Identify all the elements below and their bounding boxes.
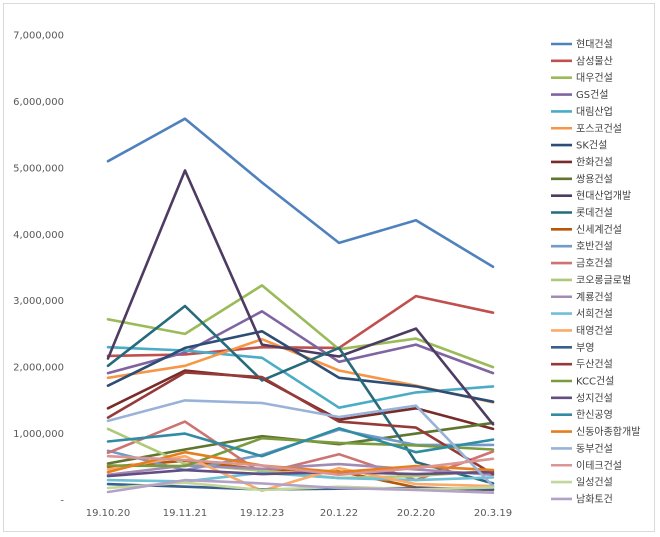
y-tick-label: 2,000,000 bbox=[13, 363, 64, 374]
y-tick-label: 3,000,000 bbox=[13, 296, 64, 307]
series-line-20 bbox=[106, 371, 495, 476]
legend-label: 한신공영 bbox=[576, 409, 613, 421]
legend-label: 현대건설 bbox=[576, 39, 613, 51]
legend-label: 포스코건설 bbox=[576, 123, 622, 135]
legend-label: 서희건설 bbox=[576, 308, 613, 320]
legend-label: GS건설 bbox=[576, 89, 609, 101]
series-line-25 bbox=[106, 399, 495, 488]
x-tick-label: 19.12.23 bbox=[240, 508, 285, 519]
legend-label: 한화건설 bbox=[576, 156, 613, 168]
y-tick-label: 4,000,000 bbox=[13, 230, 64, 241]
legend-label: 삼성물산 bbox=[576, 55, 613, 67]
legend-label: 부영 bbox=[576, 342, 594, 354]
legend-label: KCC건설 bbox=[576, 376, 614, 388]
legend-label: 성지건설 bbox=[576, 392, 613, 404]
y-tick-label: 1,000,000 bbox=[13, 429, 64, 440]
x-tick-label: 20.1.22 bbox=[320, 508, 358, 519]
series-line-28 bbox=[106, 478, 495, 495]
series-line-1 bbox=[106, 117, 495, 269]
series-line-26 bbox=[106, 454, 495, 477]
legend-label: 금호건설 bbox=[576, 258, 613, 270]
legend-label: 대우건설 bbox=[576, 72, 613, 84]
plot-area bbox=[106, 117, 495, 495]
legend-label: SK건설 bbox=[576, 140, 607, 152]
legend-label: 일성건설 bbox=[576, 477, 613, 489]
legend-label: 이테크건설 bbox=[576, 460, 622, 472]
legend-label: 대림산업 bbox=[576, 105, 613, 118]
legend-label: 동부건설 bbox=[576, 443, 613, 455]
series-line-21 bbox=[106, 436, 495, 468]
legend-label: 코오롱글로벌 bbox=[576, 274, 631, 286]
legend-label: 신동아종합개발 bbox=[576, 426, 640, 438]
x-tick-label: 20.2.20 bbox=[397, 508, 435, 519]
legend-label: 두산건설 bbox=[576, 359, 613, 371]
x-tick-label: 19.10.20 bbox=[86, 508, 131, 519]
legend-label: 호반건설 bbox=[576, 241, 613, 253]
x-axis: 19.10.20 19.11.21 19.12.23 20.1.22 20.2.20 20… bbox=[86, 508, 512, 519]
series-line-7 bbox=[106, 329, 495, 404]
y-tick-label: - bbox=[60, 496, 64, 507]
legend-label: 롯데건설 bbox=[576, 207, 613, 219]
series-line-23 bbox=[106, 426, 495, 458]
series-line-22 bbox=[106, 468, 495, 478]
series-line-27 bbox=[106, 481, 495, 492]
x-tick-label: 19.11.21 bbox=[163, 508, 208, 519]
legend-label: 계룡건설 bbox=[576, 291, 613, 303]
series-line-10 bbox=[106, 169, 495, 426]
legend-label: 남화토건 bbox=[576, 493, 613, 505]
x-tick-label: 20.3.19 bbox=[474, 508, 512, 519]
legend-label: 신세계건설 bbox=[576, 224, 622, 236]
y-tick-label: 7,000,000 bbox=[13, 31, 64, 42]
y-tick-label: 6,000,000 bbox=[13, 97, 64, 108]
y-axis: - 1,000,000 2,000,000 3,000,000 4,000,000 5,0… bbox=[13, 31, 64, 507]
series-line-5 bbox=[106, 345, 495, 410]
legend-label: 쌍용건설 bbox=[576, 173, 613, 185]
y-tick-label: 5,000,000 bbox=[13, 163, 64, 174]
legend-label: 태영건설 bbox=[576, 325, 613, 337]
legend-label: 현대산업개발 bbox=[576, 189, 631, 202]
series-line-4 bbox=[106, 309, 495, 375]
